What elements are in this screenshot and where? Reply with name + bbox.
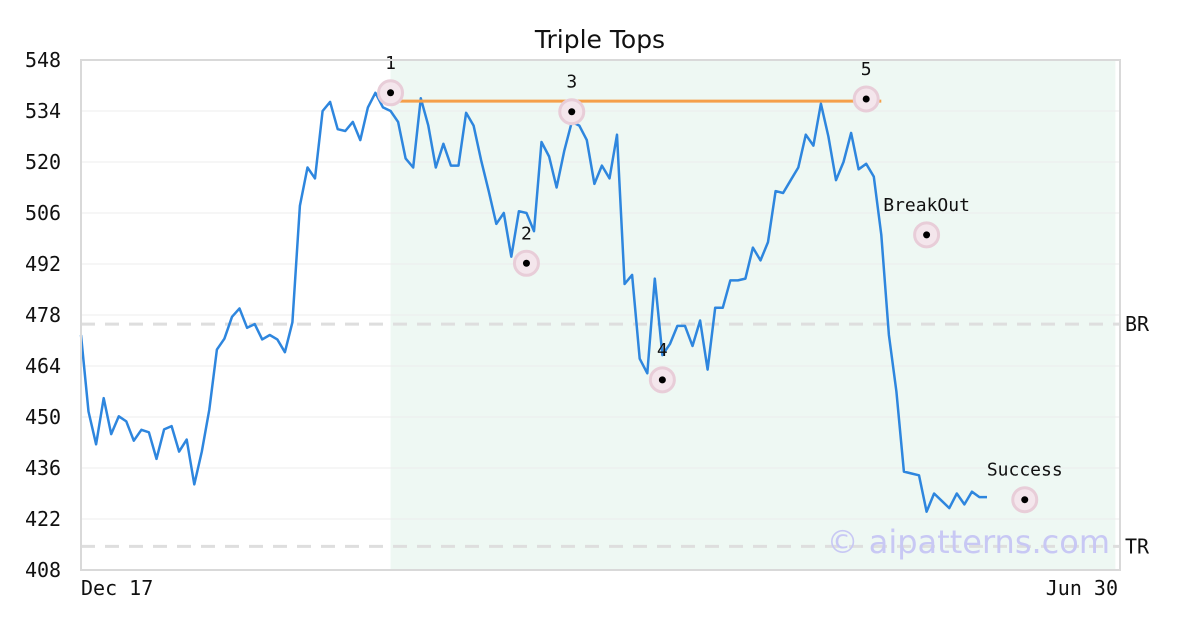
- y-tick-label: 422: [25, 507, 61, 531]
- x-tick-label-end: Jun 30: [1046, 576, 1118, 600]
- y-tick-label: 534: [25, 99, 61, 123]
- level-label-br: BR: [1125, 312, 1150, 336]
- level-label-tr: TR: [1125, 534, 1150, 558]
- marker-dot-2: [522, 259, 530, 267]
- y-tick-label: 408: [25, 558, 61, 582]
- y-tick-label: 506: [25, 201, 61, 225]
- price-series-line: [79, 91, 987, 513]
- y-tick-label: 450: [25, 405, 61, 429]
- marker-label-2: 2: [521, 223, 532, 244]
- marker-label-success: Success: [987, 460, 1063, 481]
- y-tick-label: 464: [25, 354, 61, 378]
- marker-label-4: 4: [657, 340, 668, 361]
- marker-dot-breakout: [923, 231, 931, 239]
- marker-label-3: 3: [566, 72, 577, 93]
- watermark: © aipatterns.com: [827, 523, 1110, 561]
- y-tick-label: 436: [25, 456, 61, 480]
- marker-dot-5: [862, 95, 870, 103]
- marker-dot-3: [568, 108, 576, 116]
- marker-dot-success: [1021, 496, 1029, 504]
- y-tick-label: 548: [25, 48, 61, 72]
- y-tick-label: 520: [25, 150, 61, 174]
- plot-frame: [80, 59, 1121, 571]
- marker-label-5: 5: [861, 59, 872, 80]
- y-tick-label: 478: [25, 303, 61, 327]
- marker-label-1: 1: [385, 53, 396, 74]
- y-tick-label: 492: [25, 252, 61, 276]
- marker-dot-4: [658, 376, 666, 384]
- marker-dot-1: [387, 89, 395, 97]
- chart-title: Triple Tops: [534, 25, 665, 54]
- marker-label-breakout: BreakOut: [883, 195, 970, 216]
- x-tick-label-start: Dec 17: [81, 576, 153, 600]
